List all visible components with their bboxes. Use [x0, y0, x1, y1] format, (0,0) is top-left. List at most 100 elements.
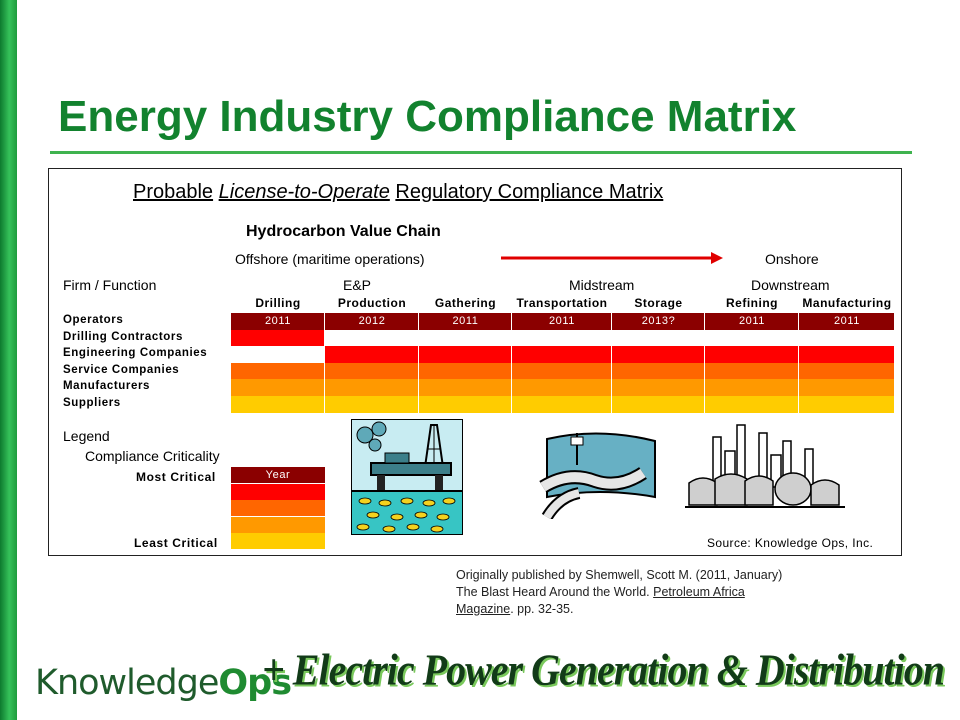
matrix-cell [325, 395, 419, 413]
value-chain-arrow [501, 252, 723, 264]
offshore-platform-icon [351, 419, 463, 535]
matrix-heading: Probable License-to-Operate Regulatory C… [133, 181, 663, 204]
row-label-drilling-contractors: Drilling Contractors [63, 330, 183, 343]
legend-subtitle: Compliance Criticality [85, 448, 220, 464]
column-header-drilling: Drilling [255, 296, 301, 310]
matrix-cell [512, 379, 612, 396]
title-rule [50, 151, 912, 154]
year-label: 2011 [548, 315, 576, 327]
row-label-engineering-companies: Engineering Companies [63, 347, 208, 359]
year-label: 2012 [358, 315, 386, 327]
citation-pages: . pp. 32-35. [510, 602, 574, 616]
year-label: 2011 [452, 315, 479, 327]
slide-title: Energy Industry Compliance Matrix [58, 92, 797, 141]
column-header-refining: Refining [726, 296, 778, 310]
matrix-cell [419, 346, 512, 363]
matrix-cell [799, 379, 895, 396]
pipeline-icon [539, 432, 656, 519]
legend-most-label: Most Critical [136, 470, 216, 484]
matrix-cell [325, 329, 419, 347]
matrix-cell [231, 329, 325, 347]
compliance-matrix-panel: Probable License-to-Operate Regulatory C… [48, 168, 902, 556]
electric-power-slogan: + Electric Power Generation & Distributi… [262, 644, 945, 695]
citation-line1: Originally published by Shemwell, Scott … [456, 568, 783, 582]
matrix-cell [325, 346, 419, 363]
matrix-cell [799, 362, 895, 380]
row-label-service-companies: Service Companies [63, 363, 180, 376]
matrix-cell [512, 329, 612, 347]
legend-swatch-level-5 [231, 533, 325, 549]
segment-downstream: Downstream [751, 277, 830, 293]
logo-part2: Ops [218, 663, 292, 703]
matrix-cell [612, 313, 705, 330]
citation-line2-prefix: The Blast Heard Around the World. [456, 585, 654, 599]
matrix-cell [612, 346, 705, 363]
citation-journal-a: Petroleum Africa [653, 585, 745, 599]
citation-line3: Magazine. pp. 32-35. [456, 601, 782, 618]
logo-part1: Knowledge [35, 663, 219, 703]
matrix-cell [705, 362, 799, 380]
matrix-cell [612, 379, 705, 396]
year-label: 2011 [833, 315, 861, 327]
heading-italic: License-to-Operate [218, 181, 390, 203]
matrix-cell [325, 313, 419, 330]
matrix-cell [419, 329, 512, 347]
matrix-cell [419, 379, 512, 396]
matrix-cell [231, 395, 325, 413]
matrix-cell [705, 313, 799, 330]
source-note: Source: Knowledge Ops, Inc. [707, 536, 874, 550]
matrix-cell [325, 362, 419, 380]
legend-swatch-level-2 [231, 483, 325, 500]
matrix-cell [231, 313, 325, 330]
column-header-transportation: Transportation [516, 296, 608, 310]
column-header-storage: Storage [634, 296, 683, 310]
citation: Originally published by Shemwell, Scott … [456, 567, 782, 618]
column-header-production: Production [337, 296, 407, 310]
left-accent-bar [0, 0, 17, 720]
matrix-cell [612, 362, 705, 380]
onshore-label: Onshore [765, 251, 819, 267]
column-header-gathering: Gathering [434, 296, 497, 310]
legend-least-label: Least Critical [134, 536, 218, 550]
segment-midstream: Midstream [569, 277, 635, 293]
matrix-cell [799, 395, 895, 413]
legend-year-label: Year [265, 469, 291, 481]
offshore-label: Offshore (maritime operations) [235, 251, 425, 267]
matrix-cell [799, 346, 895, 363]
matrix-cell [231, 379, 325, 396]
year-label: 2013? [641, 315, 676, 327]
matrix-cell [325, 379, 419, 396]
matrix-cell [705, 329, 799, 347]
heading-right: Regulatory Compliance Matrix [395, 181, 664, 203]
heading-left: Probable [133, 181, 214, 203]
matrix-cell [231, 346, 325, 363]
matrix-cell [612, 329, 705, 347]
row-label-suppliers: Suppliers [63, 396, 121, 409]
legend-title: Legend [63, 428, 110, 444]
matrix-cell [419, 362, 512, 380]
matrix-cell [419, 395, 512, 413]
matrix-cell [612, 395, 705, 413]
citation-journal-b: Magazine [456, 602, 511, 616]
matrix-cell [231, 362, 325, 380]
matrix-cell [512, 346, 612, 363]
legend-swatch-level-1: Year [231, 467, 325, 483]
matrix-cell [705, 346, 799, 363]
matrix-cell [419, 313, 512, 330]
matrix-cell [799, 329, 895, 347]
knowledge-ops-logo: KnowledgeOps [35, 663, 292, 703]
refinery-icon [685, 424, 845, 508]
matrix-cell [705, 379, 799, 396]
year-label: 2011 [738, 315, 766, 327]
segment-ep: E&P [343, 277, 372, 293]
matrix-cell [799, 313, 895, 330]
matrix-cell [512, 313, 612, 330]
row-label-operators: Operators [63, 314, 124, 326]
row-label-manufacturers: Manufacturers [63, 380, 151, 392]
matrix-cell [705, 395, 799, 413]
legend-swatch-level-3 [231, 500, 325, 516]
legend-swatch-level-4 [231, 516, 325, 533]
firm-function-label: Firm / Function [63, 277, 157, 293]
column-header-manufacturing: Manufacturing [802, 296, 892, 310]
year-label: 2011 [264, 315, 292, 327]
